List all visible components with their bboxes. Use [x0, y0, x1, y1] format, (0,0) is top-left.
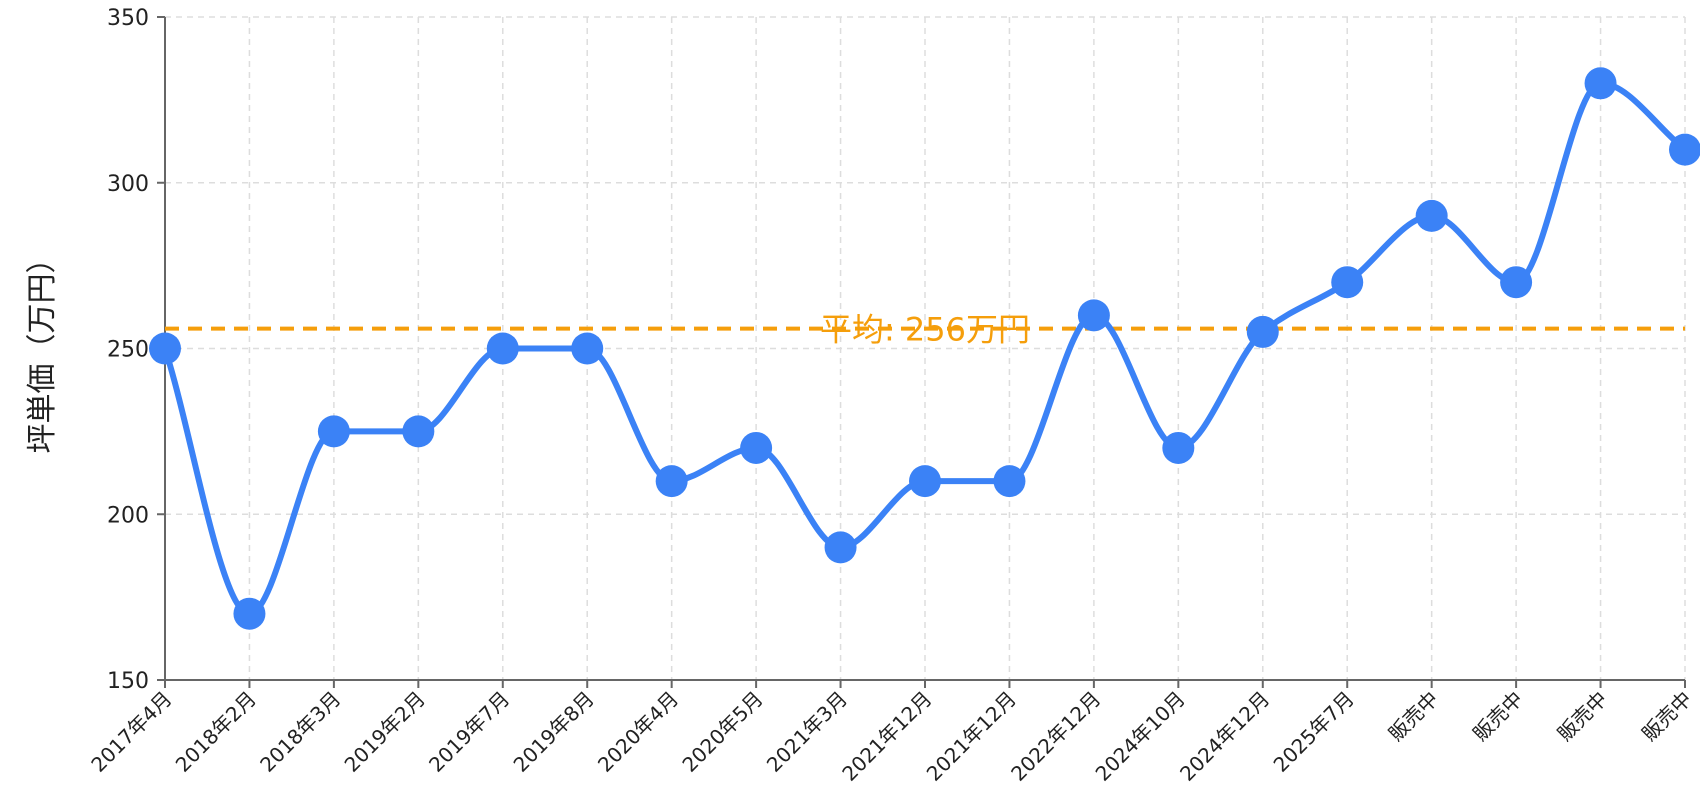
- y-axis-title: 坪単価（万円）: [25, 244, 60, 454]
- x-tick-label: 2022年12月: [1006, 687, 1105, 786]
- data-point: [149, 332, 181, 365]
- data-point: [1331, 266, 1364, 299]
- x-tick-label: 2019年7月: [424, 687, 514, 777]
- x-tick-label: 販売中: [1637, 687, 1696, 746]
- x-tick-label: 2021年3月: [762, 687, 852, 777]
- x-tick-label: 2020年4月: [593, 687, 683, 777]
- x-tick-label: 2020年5月: [677, 687, 767, 777]
- average-label: 平均: 256万円: [820, 311, 1030, 349]
- data-point: [1669, 133, 1700, 166]
- data-point: [486, 332, 519, 365]
- data-point: [655, 465, 688, 498]
- x-tick-label: 2024年10月: [1091, 687, 1190, 786]
- data-point: [824, 531, 857, 564]
- data-points: [149, 67, 1700, 630]
- x-tick-label: 2019年2月: [340, 687, 430, 777]
- data-point: [571, 332, 604, 365]
- y-tick-label: 200: [107, 503, 149, 528]
- x-tick-label: 販売中: [1553, 687, 1612, 746]
- y-tick-label: 300: [107, 172, 149, 197]
- data-point: [1077, 299, 1110, 332]
- data-point: [1162, 431, 1195, 464]
- x-tick-label: 2018年3月: [255, 687, 345, 777]
- data-point: [1415, 199, 1448, 232]
- x-tick-label: 2019年8月: [509, 687, 599, 777]
- data-point: [317, 415, 350, 448]
- y-axis-ticks: 150 200 250 300 350: [107, 6, 165, 694]
- x-tick-label: 2018年2月: [171, 687, 261, 777]
- data-point: [740, 431, 773, 464]
- data-point: [402, 415, 435, 448]
- data-point: [993, 465, 1026, 498]
- y-tick-label: 150: [107, 669, 149, 694]
- data-point: [233, 597, 266, 630]
- data-point: [909, 465, 941, 498]
- x-tick-label: 2021年12月: [922, 687, 1021, 786]
- x-axis-ticks: 2017年4月2018年2月2018年3月2019年2月2019年7月2019年…: [86, 680, 1697, 786]
- data-point: [1246, 315, 1279, 348]
- x-tick-label: 2021年12月: [837, 687, 936, 786]
- x-tick-label: 販売中: [1468, 687, 1527, 746]
- x-tick-label: 2024年12月: [1175, 687, 1274, 786]
- x-tick-label: 2025年7月: [1269, 687, 1359, 777]
- data-point: [1584, 67, 1617, 100]
- y-tick-label: 350: [107, 6, 149, 31]
- data-point: [1500, 266, 1533, 299]
- x-tick-label: 2017年4月: [86, 687, 176, 777]
- y-tick-label: 250: [107, 338, 149, 363]
- x-tick-label: 販売中: [1384, 687, 1443, 746]
